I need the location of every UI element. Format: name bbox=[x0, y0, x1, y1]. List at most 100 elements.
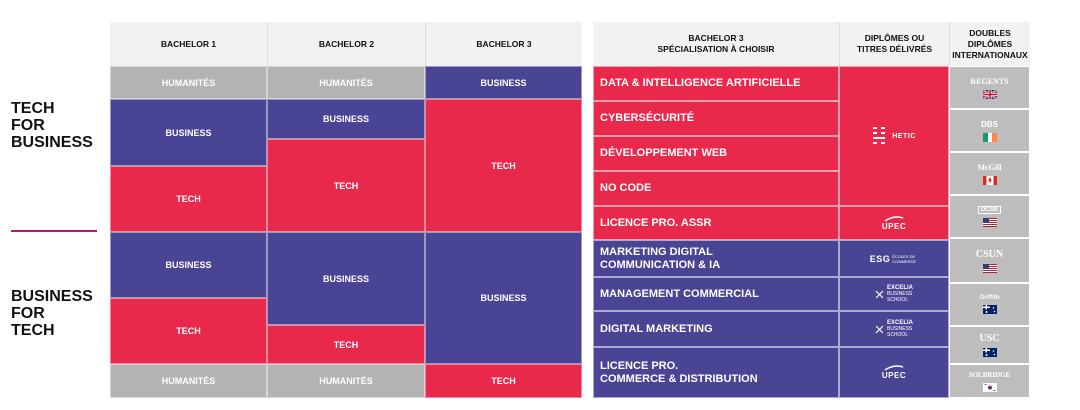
header-line: DIPLÔMES OU bbox=[864, 33, 925, 43]
intl-griffith: Griffith bbox=[949, 283, 1030, 326]
diploma-upec: UPEC bbox=[839, 347, 949, 398]
header-doubles-diplomes: DOUBLES DIPLÔMES INTERNATIONAUX bbox=[949, 22, 1030, 66]
diploma-excelia: EXCELIA BUSINESS SCHOOL bbox=[839, 277, 949, 311]
diploma-upec: UPEC bbox=[839, 206, 949, 240]
hetic-logo-text: HETIC bbox=[892, 132, 916, 140]
usa-flag-icon bbox=[982, 218, 997, 227]
canada-flag-icon bbox=[982, 175, 997, 185]
intl-solbridge: SOLBRIDGE bbox=[949, 364, 1030, 398]
upec-swoosh-icon bbox=[884, 215, 904, 222]
intl-csun: CSUN bbox=[949, 238, 1030, 283]
cell-tech: TECH bbox=[110, 166, 267, 232]
tech-for-business-label: TECH FOR BUSINESS bbox=[11, 100, 93, 151]
esg-subtitle: ÉCOLES DE COMMERCE bbox=[892, 253, 917, 264]
specialisation-label: DÉVELOPPEMENT WEB bbox=[600, 147, 728, 159]
cell-humanites: HUMANITÉS bbox=[267, 364, 425, 398]
label-line: BUSINESS bbox=[11, 134, 93, 151]
cell-tech: TECH bbox=[425, 364, 582, 398]
solbridge-logo-text: SOLBRIDGE bbox=[968, 370, 1011, 379]
specialisation-label: MANAGEMENT COMMERCIAL bbox=[600, 287, 759, 300]
header-line: SPÉCIALISATION À CHOISIR bbox=[657, 44, 775, 54]
header-line: BACHELOR 3 bbox=[688, 33, 744, 43]
dbs-logo-text: DBS bbox=[981, 119, 998, 129]
diploma-hetic: HETIC bbox=[839, 66, 949, 206]
specialisation-item[interactable]: LICENCE PRO. COMMERCE & DISTRIBUTION bbox=[593, 347, 839, 398]
specialisation-label: NO CODE bbox=[600, 182, 652, 194]
header-line: INTERNATIONAUX bbox=[952, 49, 1028, 60]
diploma-esg: ESG ÉCOLES DE COMMERCE bbox=[839, 240, 949, 277]
australia-flag-icon bbox=[982, 348, 997, 357]
intl-usc: USC bbox=[949, 326, 1030, 364]
label-line: FOR bbox=[11, 117, 45, 134]
excelia-logo-text: EXCELIA bbox=[886, 320, 913, 326]
specialisation-item[interactable]: CYBERSÉCURITÉ bbox=[593, 101, 839, 136]
upec-logo-text: UPEC bbox=[881, 371, 907, 380]
cell-tech: TECH bbox=[110, 298, 267, 364]
specialisation-item[interactable]: MARKETING DIGITAL COMMUNICATION & IA bbox=[593, 240, 839, 277]
label-line: BUSINESS bbox=[11, 288, 93, 305]
intl-dcsb: DCSB bbox=[949, 195, 1030, 238]
excelia-logo-icon bbox=[875, 325, 884, 333]
mcgill-logo-text: McGill bbox=[977, 162, 1002, 172]
hetic-logo-icon bbox=[873, 127, 886, 144]
section-divider bbox=[11, 230, 97, 232]
intl-regents: REGENTS bbox=[949, 66, 1030, 109]
specialisation-label: COMMUNICATION & IA bbox=[600, 258, 721, 271]
specialisation-label: CYBERSÉCURITÉ bbox=[600, 112, 695, 124]
specialisation-label: MARKETING DIGITAL bbox=[600, 245, 713, 258]
specialisation-item[interactable]: DÉVELOPPEMENT WEB bbox=[593, 136, 839, 171]
cell-business: BUSINESS bbox=[267, 232, 425, 325]
usc-logo-text: USC bbox=[979, 333, 1000, 344]
australia-flag-icon bbox=[982, 305, 997, 314]
excelia-subtitle: BUSINESS bbox=[886, 326, 913, 332]
specialisation-item[interactable]: DATA & INTELLIGENCE ARTIFICIELLE bbox=[593, 66, 839, 101]
esg-logo-text: ESG bbox=[869, 253, 891, 264]
excelia-logo-icon bbox=[875, 290, 884, 298]
specialisation-item[interactable]: MANAGEMENT COMMERCIAL bbox=[593, 277, 839, 311]
specialisation-label: COMMERCE & DISTRIBUTION bbox=[600, 372, 758, 385]
specialisation-item[interactable]: DIGITAL MARKETING bbox=[593, 311, 839, 347]
upec-swoosh-icon bbox=[884, 365, 904, 371]
specialisation-item[interactable]: LICENCE PRO. ASSR bbox=[593, 206, 839, 240]
cell-tech: TECH bbox=[267, 139, 425, 232]
header-specialisation: BACHELOR 3 SPÉCIALISATION À CHOISIR bbox=[593, 22, 839, 66]
cell-business: BUSINESS bbox=[267, 99, 425, 139]
specialisation-item[interactable]: NO CODE bbox=[593, 171, 839, 206]
label-line: FOR bbox=[11, 305, 45, 322]
cell-tech: TECH bbox=[267, 325, 425, 364]
intl-mcgill: McGill bbox=[949, 152, 1030, 195]
cell-business: BUSINESS bbox=[425, 232, 582, 364]
south-korea-flag-icon bbox=[982, 382, 997, 392]
diploma-excelia: EXCELIA BUSINESS SCHOOL bbox=[839, 311, 949, 347]
excelia-subtitle: SCHOOL bbox=[886, 332, 909, 338]
cell-tech: TECH bbox=[425, 99, 582, 232]
uk-flag-icon bbox=[982, 89, 997, 99]
dcsb-logo-text: DCSB bbox=[977, 206, 1001, 214]
header-line: DOUBLES DIPLÔMES bbox=[967, 27, 1013, 49]
header-bachelor1: BACHELOR 1 bbox=[110, 22, 267, 66]
csun-logo-text: CSUN bbox=[975, 248, 1004, 260]
ireland-flag-icon bbox=[982, 132, 997, 142]
specialisation-label: LICENCE PRO. ASSR bbox=[600, 216, 712, 229]
excelia-logo-text: EXCELIA bbox=[886, 285, 913, 291]
cell-business: BUSINESS bbox=[425, 66, 582, 99]
cell-humanites: HUMANITÉS bbox=[267, 66, 425, 99]
intl-dbs: DBS bbox=[949, 109, 1030, 152]
usa-flag-icon bbox=[982, 263, 997, 273]
header-diplomes: DIPLÔMES OU TITRES DÉLIVRÉS bbox=[839, 22, 949, 66]
cell-business: BUSINESS bbox=[110, 232, 267, 298]
label-line: TECH bbox=[11, 322, 55, 339]
excelia-subtitle: BUSINESS bbox=[886, 291, 913, 297]
header-bachelor3: BACHELOR 3 bbox=[425, 22, 582, 66]
specialisation-label: DATA & INTELLIGENCE ARTIFICIELLE bbox=[600, 77, 801, 89]
header-line: TITRES DÉLIVRÉS bbox=[856, 44, 933, 54]
specialisation-label: DIGITAL MARKETING bbox=[600, 322, 713, 335]
specialisation-label: LICENCE PRO. bbox=[600, 359, 679, 372]
excelia-subtitle: SCHOOL bbox=[886, 297, 909, 303]
upec-logo-text: UPEC bbox=[881, 221, 907, 231]
cell-business: BUSINESS bbox=[110, 99, 267, 166]
cell-humanites: HUMANITÉS bbox=[110, 364, 267, 398]
label-line: TECH bbox=[11, 100, 55, 117]
header-bachelor2: BACHELOR 2 bbox=[267, 22, 425, 66]
business-for-tech-label: BUSINESS FOR TECH bbox=[11, 288, 93, 339]
